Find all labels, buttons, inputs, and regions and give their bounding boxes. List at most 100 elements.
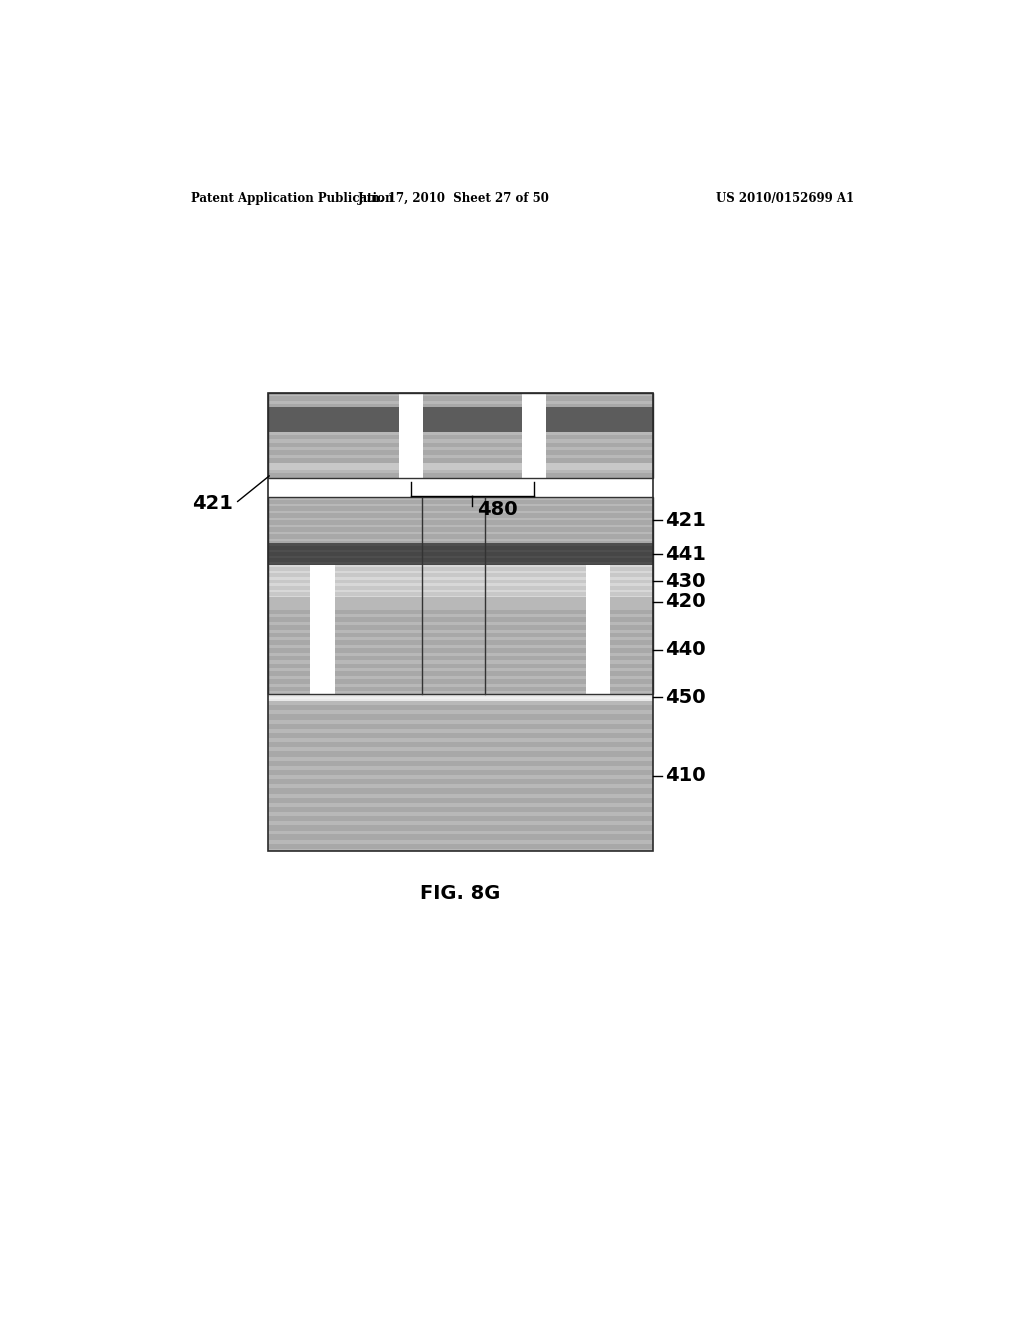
- Bar: [267, 572, 652, 573]
- Bar: [422, 544, 484, 565]
- Bar: [267, 532, 652, 535]
- Bar: [267, 511, 652, 513]
- Text: Jun. 17, 2010  Sheet 27 of 50: Jun. 17, 2010 Sheet 27 of 50: [358, 191, 550, 205]
- Bar: [267, 630, 652, 632]
- Bar: [267, 622, 652, 626]
- Bar: [422, 498, 484, 544]
- Bar: [267, 432, 652, 434]
- Bar: [422, 504, 484, 507]
- Bar: [422, 660, 484, 664]
- Bar: [267, 409, 652, 412]
- Bar: [422, 511, 484, 513]
- Bar: [422, 630, 484, 632]
- Bar: [267, 756, 652, 760]
- Bar: [267, 607, 652, 610]
- Bar: [267, 676, 652, 678]
- Bar: [422, 684, 484, 686]
- Text: 450: 450: [665, 688, 706, 708]
- Bar: [267, 701, 652, 705]
- Bar: [422, 539, 484, 541]
- Bar: [267, 539, 652, 541]
- Bar: [422, 614, 484, 618]
- Bar: [267, 504, 652, 507]
- Bar: [422, 668, 484, 671]
- Bar: [267, 393, 652, 478]
- Bar: [422, 562, 484, 564]
- Bar: [422, 525, 484, 527]
- Bar: [267, 784, 652, 788]
- Bar: [422, 565, 484, 598]
- Bar: [422, 517, 484, 520]
- Bar: [267, 710, 652, 714]
- Bar: [267, 544, 652, 545]
- Text: 410: 410: [665, 767, 706, 785]
- Text: FIG. 8G: FIG. 8G: [420, 884, 501, 903]
- Bar: [267, 701, 652, 851]
- Bar: [422, 607, 484, 610]
- Text: 441: 441: [665, 545, 706, 564]
- Bar: [422, 692, 484, 693]
- Bar: [267, 803, 652, 807]
- Bar: [422, 676, 484, 678]
- Bar: [422, 638, 484, 640]
- Bar: [267, 645, 652, 648]
- Bar: [267, 562, 652, 564]
- Bar: [422, 590, 484, 591]
- Bar: [267, 424, 652, 428]
- Bar: [267, 498, 652, 693]
- Bar: [267, 692, 652, 693]
- Bar: [267, 595, 652, 598]
- Bar: [267, 447, 652, 450]
- Bar: [267, 549, 652, 552]
- Bar: [267, 498, 652, 499]
- Bar: [267, 498, 652, 544]
- Bar: [422, 544, 484, 545]
- Bar: [267, 525, 652, 527]
- Bar: [267, 840, 652, 843]
- Bar: [422, 653, 484, 656]
- Bar: [267, 598, 652, 607]
- Bar: [267, 455, 652, 458]
- Bar: [422, 498, 484, 499]
- Bar: [267, 544, 652, 565]
- Bar: [267, 812, 652, 816]
- Bar: [267, 401, 652, 404]
- Bar: [267, 684, 652, 686]
- Text: Patent Application Publication: Patent Application Publication: [190, 191, 393, 205]
- Bar: [267, 590, 652, 591]
- Bar: [267, 393, 652, 478]
- Bar: [267, 793, 652, 797]
- Bar: [267, 614, 652, 618]
- Bar: [267, 668, 652, 671]
- Bar: [422, 583, 484, 586]
- Bar: [422, 565, 484, 568]
- Text: 440: 440: [665, 640, 706, 659]
- Bar: [267, 849, 652, 851]
- Bar: [422, 572, 484, 573]
- Bar: [267, 775, 652, 779]
- Bar: [267, 393, 652, 851]
- Bar: [267, 638, 652, 640]
- Bar: [267, 577, 652, 579]
- Bar: [267, 653, 652, 656]
- Bar: [267, 556, 652, 558]
- Bar: [422, 595, 484, 598]
- Bar: [267, 583, 652, 586]
- Bar: [267, 738, 652, 742]
- Bar: [521, 393, 547, 478]
- Bar: [267, 440, 652, 442]
- Bar: [267, 660, 652, 664]
- Bar: [310, 565, 335, 693]
- Bar: [267, 821, 652, 825]
- Bar: [422, 622, 484, 626]
- Text: 430: 430: [665, 572, 706, 590]
- Bar: [267, 565, 652, 598]
- Bar: [422, 549, 484, 552]
- Bar: [422, 532, 484, 535]
- Bar: [267, 729, 652, 733]
- Bar: [422, 645, 484, 648]
- Bar: [267, 462, 652, 470]
- Bar: [422, 598, 484, 607]
- Text: 421: 421: [665, 511, 706, 529]
- Bar: [267, 766, 652, 770]
